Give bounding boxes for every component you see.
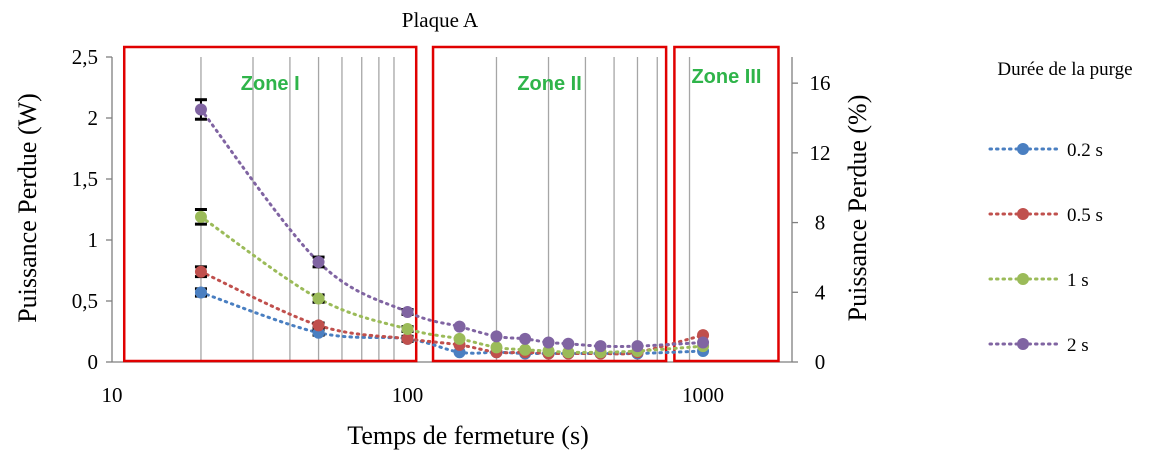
zone-box <box>673 45 780 363</box>
data-point <box>312 255 325 268</box>
legend-marker <box>1017 273 1029 285</box>
legend-label: 0.2 s <box>1067 140 1103 161</box>
data-point <box>562 346 575 359</box>
legend-title: Durée de la purge <box>997 59 1132 80</box>
data-point <box>312 319 325 332</box>
data-point <box>562 337 575 350</box>
y-axis-label: Puissance Perdue (W) <box>13 93 42 323</box>
y2-tick-label: 8 <box>815 211 826 235</box>
data-point <box>194 265 207 278</box>
x-tick-label: 10 <box>102 383 123 407</box>
data-point <box>194 103 207 116</box>
data-point <box>453 320 466 333</box>
y2-tick-label: 12 <box>810 141 831 165</box>
series-line-3 <box>199 107 705 349</box>
data-point <box>312 292 325 305</box>
series-line-1 <box>199 270 705 356</box>
legend-marker <box>1017 208 1029 220</box>
data-point <box>490 330 503 343</box>
series-line-2 <box>199 215 705 354</box>
data-point <box>519 343 532 356</box>
y-tick-label: 0 <box>88 350 99 374</box>
y2-axis-label: Puissance Perdue (%) <box>843 95 872 322</box>
legend: Durée de la purge 0.2 s 0.5 s 1 s 2 s <box>988 59 1133 356</box>
data-point <box>453 332 466 345</box>
legend-marker <box>1017 143 1029 155</box>
data-point <box>542 345 555 358</box>
error-bars <box>194 98 414 343</box>
y-tick-label: 2,5 <box>72 45 98 69</box>
y-tick-label: 2 <box>88 106 99 130</box>
data-point <box>594 340 607 353</box>
legend-label: 1 s <box>1067 270 1089 291</box>
axes <box>106 56 798 363</box>
data-point <box>542 336 555 349</box>
data-point <box>401 332 414 345</box>
zone-label: Zone II <box>517 73 581 95</box>
x-axis-label: Temps de fermeture (s) <box>347 421 588 450</box>
legend-marker <box>1017 338 1029 350</box>
x-tick-label: 1000 <box>682 383 724 407</box>
y2-tick-label: 4 <box>815 280 826 304</box>
data-point <box>401 305 414 318</box>
data-point <box>401 323 414 336</box>
data-point <box>519 332 532 345</box>
data-point <box>697 336 710 349</box>
zone-label: Zone I <box>241 73 300 95</box>
gridlines <box>200 57 691 362</box>
x-tick-label: 100 <box>392 383 424 407</box>
y2-tick-label: 0 <box>815 350 826 374</box>
y-tick-label: 0,5 <box>72 289 98 313</box>
y-tick-label: 1 <box>88 228 99 252</box>
tick-labels: 0 0,5 1 1,5 2 2,5 0 4 8 12 16 10 100 1000 <box>72 45 831 407</box>
zone-box <box>431 45 668 363</box>
zone-label: Zone III <box>691 66 761 88</box>
y2-tick-label: 16 <box>810 71 831 95</box>
series-lines <box>199 107 705 356</box>
data-point <box>490 341 503 354</box>
data-points <box>194 103 710 360</box>
zones: Zone I Zone II Zone III <box>122 45 780 363</box>
legend-label: 0.5 s <box>1067 205 1103 226</box>
legend-label: 2 s <box>1067 335 1089 356</box>
series-line-0 <box>199 290 705 356</box>
chart-title: Plaque A <box>402 8 479 32</box>
data-point <box>194 210 207 223</box>
y-tick-label: 1,5 <box>72 167 98 191</box>
data-point <box>631 340 644 353</box>
zone-box <box>122 45 418 363</box>
data-point <box>194 286 207 299</box>
